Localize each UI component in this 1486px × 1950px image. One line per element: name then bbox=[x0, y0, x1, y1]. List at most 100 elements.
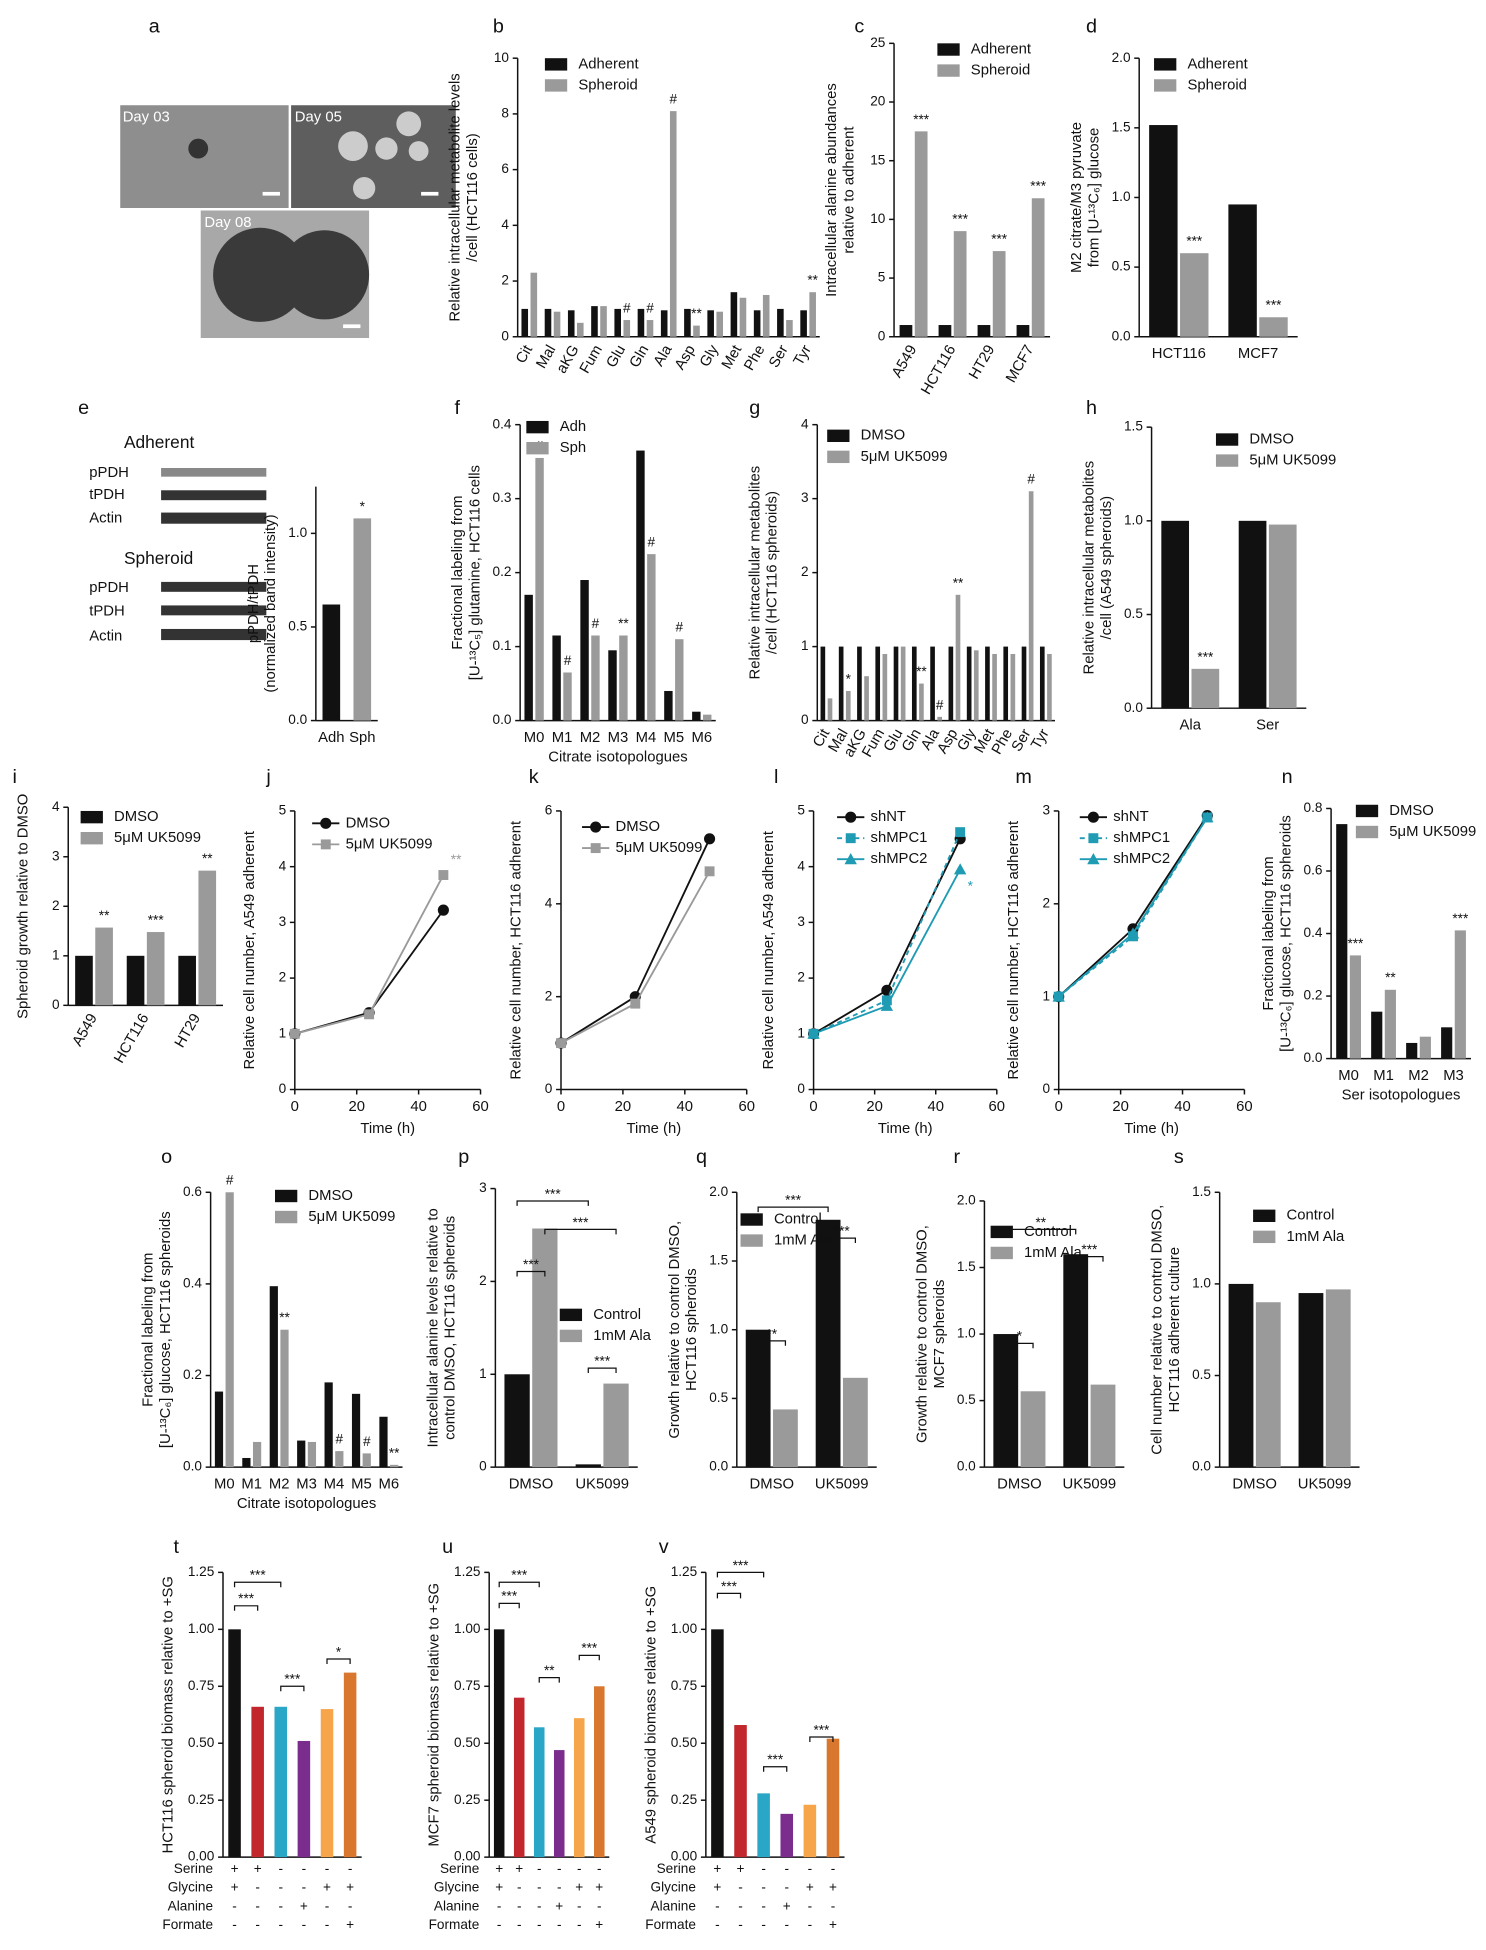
bar bbox=[75, 955, 93, 1006]
bar bbox=[919, 683, 924, 721]
x-tick-label: 20 bbox=[615, 1099, 632, 1115]
y-tick-label: 3 bbox=[279, 914, 287, 929]
table-sign: - bbox=[279, 1861, 284, 1876]
y-tick-label: 2 bbox=[501, 273, 509, 288]
y-tick-label: 3 bbox=[52, 848, 60, 863]
bar bbox=[914, 131, 928, 337]
bar bbox=[591, 635, 600, 721]
bar bbox=[390, 1464, 399, 1468]
bar bbox=[320, 1709, 334, 1858]
y-tick-label: 0.0 bbox=[1304, 1050, 1323, 1065]
table-sign: - bbox=[517, 1880, 522, 1895]
bracket-label: *** bbox=[501, 1589, 518, 1604]
y-tick-label: 0.0 bbox=[493, 712, 512, 727]
table-sign: - bbox=[497, 1898, 502, 1913]
table-sign: + bbox=[595, 1917, 603, 1932]
legend-label: Spheroid bbox=[578, 77, 637, 93]
legend-swatch bbox=[740, 1213, 763, 1226]
table-sign: + bbox=[495, 1880, 503, 1895]
y-tick-label: 1 bbox=[279, 1025, 287, 1040]
legend-swatch bbox=[1154, 79, 1177, 92]
bar bbox=[985, 646, 990, 721]
bracket-label: ** bbox=[1035, 1215, 1046, 1230]
y-tick-label: 5 bbox=[878, 270, 886, 285]
y-tick-label: 0 bbox=[797, 1081, 805, 1096]
y-axis-label: Growth relative to control DMSO, bbox=[667, 1221, 683, 1439]
scale-bar bbox=[343, 324, 361, 329]
bar bbox=[900, 646, 906, 721]
bar bbox=[703, 714, 712, 721]
y-tick-label: 2.0 bbox=[1112, 50, 1131, 65]
legend-swatch bbox=[275, 1189, 298, 1203]
marker bbox=[1088, 833, 1099, 844]
bracket bbox=[516, 1200, 589, 1206]
y-tick-label: 25 bbox=[870, 35, 885, 50]
marker bbox=[1052, 990, 1065, 1002]
table-sign: - bbox=[325, 1917, 330, 1932]
bar bbox=[875, 646, 881, 721]
y-tick-label: 1.25 bbox=[454, 1564, 481, 1579]
y-tick-label: 1.00 bbox=[188, 1621, 215, 1636]
x-tick-label: Gln bbox=[627, 343, 652, 371]
x-tick-label: M0 bbox=[1338, 1068, 1359, 1084]
bar bbox=[992, 653, 997, 721]
y-axis-label: Growth relative to control DMSO, bbox=[914, 1225, 930, 1443]
marker bbox=[590, 843, 601, 854]
table-sign: - bbox=[577, 1861, 582, 1876]
y-tick-label: 0.3 bbox=[493, 490, 512, 505]
significance: ** bbox=[807, 273, 818, 288]
blot-row: tPDH bbox=[89, 604, 124, 620]
y-tick-label: 0 bbox=[878, 328, 886, 343]
bar bbox=[228, 1629, 241, 1858]
x-tick-label: M3 bbox=[296, 1476, 317, 1492]
significance: # bbox=[336, 1432, 344, 1447]
significance: # bbox=[669, 92, 677, 107]
y-tick-label: 10 bbox=[494, 50, 510, 65]
bracket bbox=[827, 1237, 856, 1244]
legend-swatch bbox=[937, 43, 960, 56]
bar bbox=[1298, 1293, 1324, 1468]
table-label: Formate bbox=[162, 1917, 213, 1932]
table-sign: - bbox=[784, 1917, 789, 1932]
bracket-label: *** bbox=[284, 1672, 301, 1687]
y-tick-label: 15 bbox=[870, 152, 885, 167]
x-tick-label: Glu bbox=[604, 343, 629, 371]
y-tick-label: 1.0 bbox=[957, 1326, 976, 1341]
legend-label: 1mM Ala bbox=[774, 1232, 832, 1248]
bracket bbox=[498, 1581, 540, 1588]
bar bbox=[838, 646, 844, 721]
table-sign: + bbox=[323, 1880, 331, 1895]
legend-swatch bbox=[80, 810, 103, 824]
significance: *** bbox=[913, 112, 930, 127]
y-tick-label: 0.5 bbox=[1192, 1367, 1211, 1382]
marker bbox=[289, 1028, 300, 1039]
legend-label: DMSO bbox=[1389, 803, 1434, 819]
marker bbox=[1087, 811, 1099, 823]
panel-letter: v bbox=[659, 1536, 669, 1558]
image-label: Day 03 bbox=[123, 110, 170, 126]
bar bbox=[716, 311, 724, 337]
marker bbox=[590, 821, 602, 833]
legend-swatch bbox=[1215, 454, 1239, 467]
blot-title: Adherent bbox=[124, 432, 195, 452]
bar bbox=[533, 1727, 545, 1858]
legend-label: Sph bbox=[560, 440, 586, 456]
y-tick-label: 0.0 bbox=[1112, 328, 1131, 343]
table-sign: - bbox=[577, 1898, 582, 1913]
x-tick-label: 0 bbox=[1055, 1099, 1063, 1115]
bar bbox=[780, 1813, 794, 1858]
y-tick-label: 0.50 bbox=[454, 1735, 481, 1750]
table-sign: + bbox=[346, 1917, 354, 1932]
significance: ** bbox=[1385, 970, 1396, 985]
x-tick-label: M2 bbox=[269, 1476, 290, 1492]
table-sign: - bbox=[738, 1898, 743, 1913]
bar bbox=[1010, 653, 1016, 721]
blot-bands bbox=[161, 468, 267, 641]
y-axis-label: relative to adherent bbox=[841, 126, 857, 254]
x-tick-label: MCF7 bbox=[1238, 346, 1278, 362]
bracket-label: * bbox=[1017, 1329, 1023, 1344]
x-tick-label: MCF7 bbox=[1003, 343, 1037, 386]
y-tick-label: 3 bbox=[801, 490, 809, 505]
x-tick-label: Tyr bbox=[1029, 726, 1053, 752]
bar bbox=[675, 639, 684, 721]
